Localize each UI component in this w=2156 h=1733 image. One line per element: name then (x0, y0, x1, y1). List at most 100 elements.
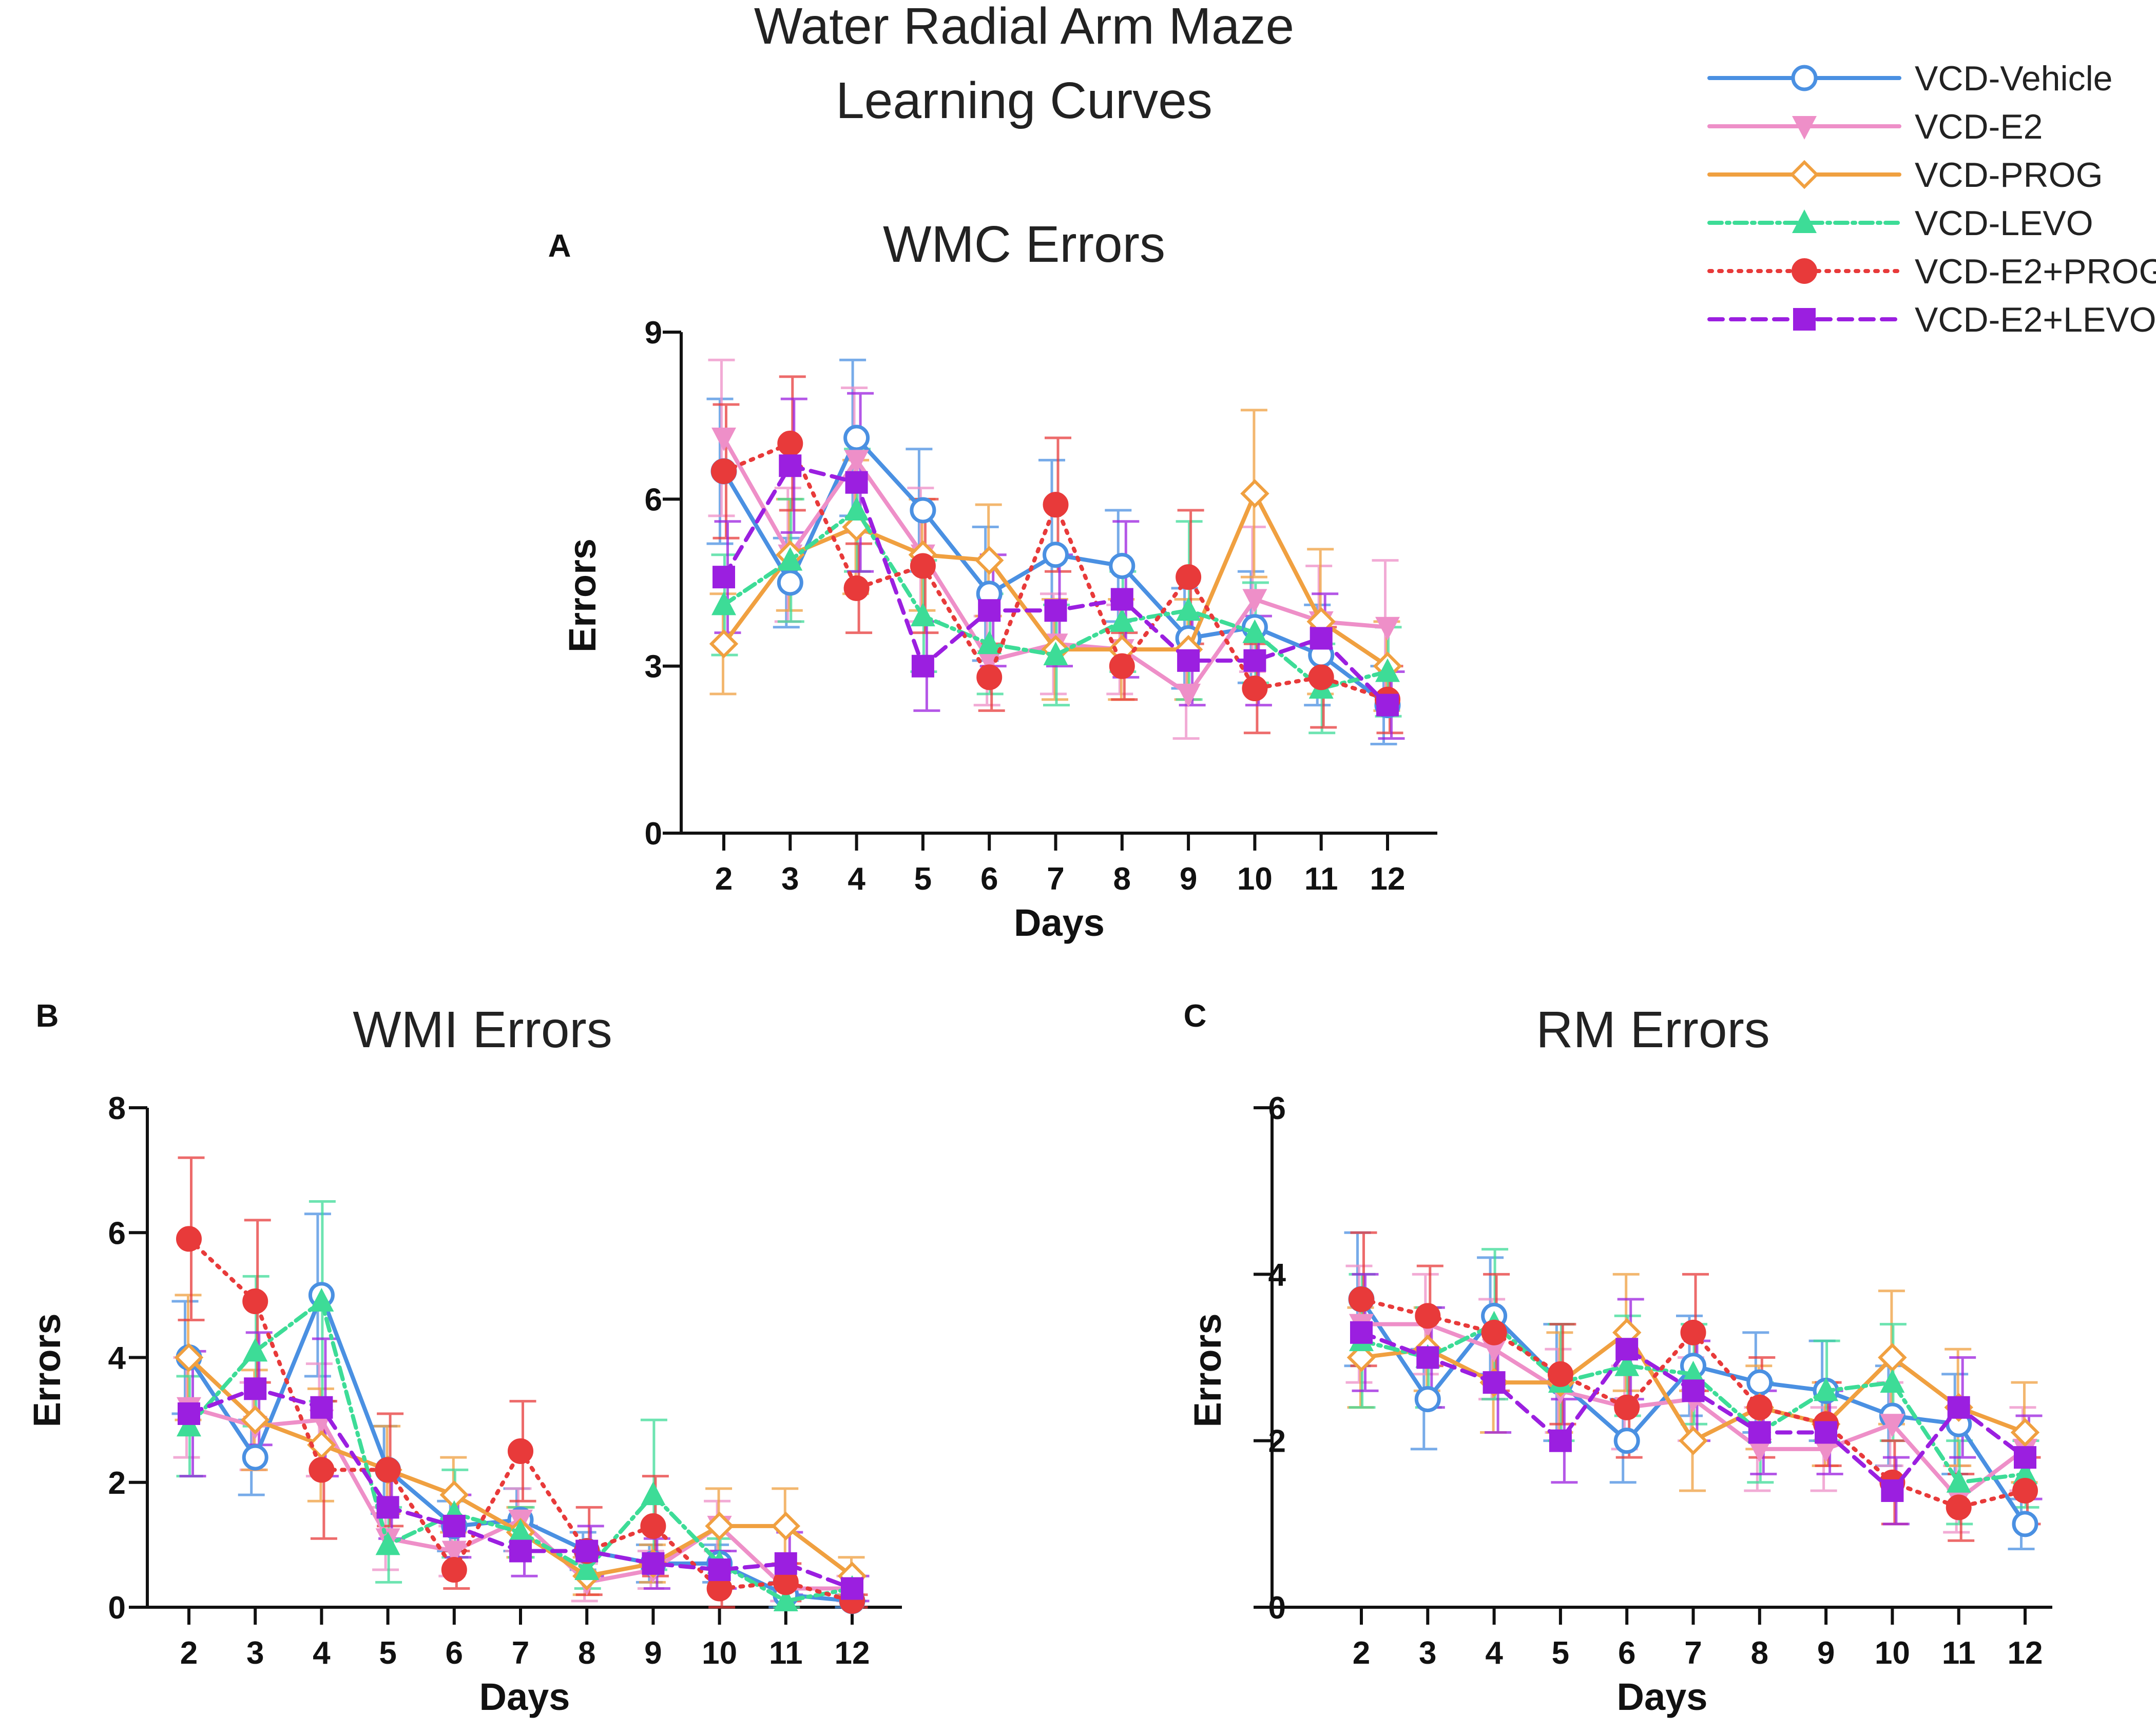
data-point (441, 1557, 467, 1583)
legend-item-vcd-e2: VCD-E2 (1707, 107, 2043, 146)
data-point (711, 591, 736, 615)
data-point (1109, 608, 1134, 632)
data-point (1614, 1352, 1640, 1376)
data-point (1176, 683, 1201, 707)
data-point (2014, 1446, 2036, 1469)
data-point (1814, 1438, 1839, 1462)
data-point (174, 1343, 204, 1372)
data-point (508, 1438, 533, 1464)
legend-marker (1792, 116, 1817, 140)
y-tick-label: 0 (645, 816, 662, 852)
data-point (640, 1513, 666, 1539)
x-tick-label: 6 (446, 1635, 463, 1671)
series-vcd-levo (711, 497, 1400, 699)
x-tick-label: 10 (1237, 861, 1273, 897)
data-point (777, 569, 803, 596)
data-point (844, 450, 869, 474)
data-point (1814, 1377, 1839, 1401)
series-vcd-e2-prog (711, 430, 1400, 713)
data-point (1350, 1321, 1373, 1344)
x-tick-label: 8 (1751, 1635, 1768, 1671)
data-point (1947, 1396, 1970, 1419)
series-vcd-e2-levo (713, 454, 1399, 717)
data-point (1375, 658, 1400, 682)
y-tick-label: 0 (1268, 1590, 1286, 1626)
legend-item-vcd-levo: VCD-LEVO (1707, 204, 2093, 243)
data-point (243, 1338, 268, 1362)
data-point (779, 454, 802, 477)
x-tick-label: 11 (1942, 1635, 1976, 1671)
data-point (574, 1556, 600, 1581)
data-point (1416, 1346, 1439, 1369)
data-point (575, 1539, 599, 1563)
data-point (1681, 1360, 1706, 1384)
panel-letter: A (548, 228, 571, 264)
x-tick-label: 4 (848, 861, 865, 897)
x-tick-label: 4 (1485, 1635, 1503, 1671)
data-point (2013, 1460, 2037, 1485)
data-point (2012, 1477, 2038, 1504)
x-tick-label: 10 (1875, 1635, 1910, 1671)
x-tick-label: 3 (246, 1635, 264, 1671)
legend-label: VCD-PROG (1915, 156, 2103, 195)
panel-letter: B (36, 998, 59, 1034)
panel-wmi: B WMI Errors 0 2 4 6 8 2 3 4 5 6 7 8 9 10 11 12 Days Errors (26, 998, 902, 1718)
data-point (242, 1444, 268, 1471)
series-vcd-e2-levo (178, 1377, 863, 1600)
data-point (978, 599, 1001, 622)
y-tick-label: 4 (108, 1341, 126, 1376)
data-point (1043, 492, 1069, 518)
legend: VCD-Vehicle VCD-E2 VCD-PROG VCD-LEVO VCD-E2+… (1707, 59, 2156, 339)
data-point (911, 654, 934, 678)
data-point (1615, 1338, 1639, 1361)
data-point (1044, 599, 1067, 622)
x-tick-label: 2 (715, 861, 733, 897)
data-point (1376, 694, 1399, 717)
data-point (442, 1514, 466, 1537)
data-point (705, 1511, 734, 1541)
x-tick-label: 6 (1618, 1635, 1635, 1671)
data-point (708, 1558, 731, 1582)
data-point (1243, 649, 1266, 672)
data-point (1613, 1428, 1640, 1454)
data-point (240, 1405, 270, 1435)
data-point (977, 630, 1002, 654)
data-point (1176, 564, 1202, 590)
data-point (1043, 542, 1069, 568)
x-tick-label: 11 (1304, 861, 1338, 897)
data-point (1415, 1303, 1441, 1329)
data-point (309, 1457, 335, 1483)
data-point (910, 497, 936, 524)
y-tick-label: 3 (645, 649, 662, 685)
y-axis-label: Errors (26, 1313, 68, 1427)
y-tick-label: 4 (1268, 1257, 1286, 1293)
x-axis-label: Days (1617, 1676, 1708, 1718)
data-point (976, 664, 1003, 690)
x-tick-label: 8 (1113, 861, 1131, 897)
x-tick-label: 8 (578, 1635, 595, 1671)
x-tick-label: 12 (835, 1635, 870, 1671)
data-point (843, 425, 870, 451)
x-tick-label: 9 (1180, 861, 1197, 897)
y-tick-label: 0 (108, 1590, 126, 1626)
x-tick-label: 7 (512, 1635, 529, 1671)
x-tick-label: 3 (781, 861, 799, 897)
legend-label: VCD-Vehicle (1915, 59, 2113, 98)
data-point (1240, 479, 1269, 508)
data-point (176, 1226, 202, 1252)
data-point (1679, 1426, 1708, 1455)
data-point (2010, 1418, 2040, 1447)
legend-label: VCD-LEVO (1915, 204, 2093, 243)
data-point (178, 1402, 200, 1425)
data-point (642, 1552, 665, 1575)
y-tick-label: 2 (1268, 1424, 1286, 1459)
y-tick-label: 9 (645, 315, 662, 351)
data-point (711, 458, 737, 485)
x-tick-label: 11 (769, 1635, 803, 1671)
data-point (774, 1552, 797, 1575)
data-point (1880, 1414, 1905, 1438)
data-point (1310, 627, 1333, 650)
data-point (1242, 676, 1268, 702)
legend-item-vcd-prog: VCD-PROG (1707, 156, 2103, 195)
